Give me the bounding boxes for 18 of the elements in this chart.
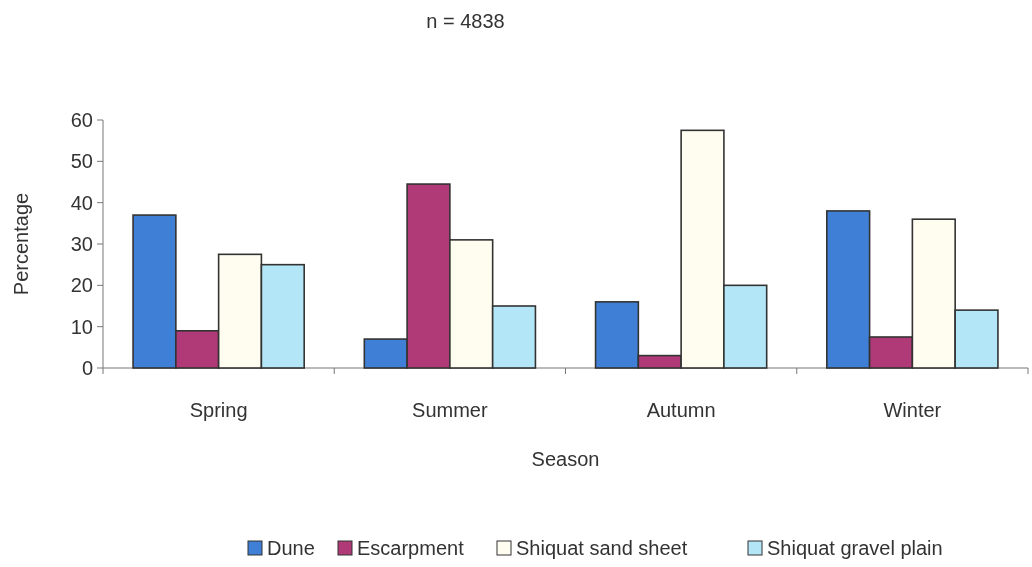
x-tick-label: Summer (412, 399, 488, 421)
legend-label: Shiquat gravel plain (767, 537, 943, 559)
legend-label: Escarpment (357, 537, 465, 559)
y-tick-label: 40 (70, 191, 93, 214)
x-axis-title: Season (531, 448, 600, 470)
y-tick-label: 0 (81, 357, 93, 379)
legend-label: Dune (267, 537, 315, 559)
y-tick-label: 20 (70, 274, 93, 297)
y-tick-label: 30 (70, 233, 93, 255)
y-axis-title: Percentage (10, 192, 32, 296)
y-tick-label: 50 (70, 150, 93, 173)
legend-label: Shiquat sand sheet (516, 537, 688, 559)
x-tick-label: Autumn (646, 399, 716, 421)
y-tick-label: 10 (70, 315, 93, 338)
x-tick-label: Winter (883, 399, 942, 421)
chart-title: n = 4838 (426, 10, 505, 32)
y-tick-label: 60 (70, 109, 93, 131)
x-tick-label: Spring (189, 399, 248, 421)
